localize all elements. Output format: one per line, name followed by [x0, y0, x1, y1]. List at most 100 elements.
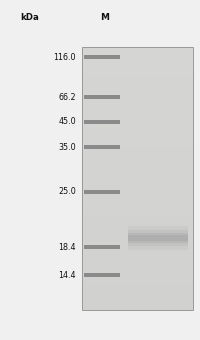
Bar: [82, 303, 193, 307]
Bar: [82, 113, 193, 116]
Bar: [84, 273, 120, 277]
Bar: [82, 123, 193, 126]
Bar: [82, 185, 193, 188]
Bar: [82, 208, 193, 211]
Bar: [82, 126, 193, 129]
Text: M: M: [101, 14, 110, 22]
Bar: [82, 119, 193, 123]
Bar: [82, 244, 193, 248]
Bar: [82, 90, 193, 93]
Text: 14.4: 14.4: [58, 271, 76, 279]
Bar: [82, 290, 193, 293]
Text: 45.0: 45.0: [58, 118, 76, 126]
Bar: [82, 136, 193, 139]
Bar: [82, 159, 193, 162]
Bar: [82, 188, 193, 192]
Bar: [82, 178, 193, 182]
Bar: [82, 211, 193, 215]
Bar: [82, 228, 193, 231]
Bar: [82, 280, 193, 284]
Bar: [128, 233, 188, 243]
Bar: [82, 198, 193, 202]
Bar: [82, 162, 193, 165]
Bar: [82, 284, 193, 287]
Bar: [82, 60, 193, 64]
Bar: [82, 149, 193, 152]
Bar: [128, 230, 188, 246]
Bar: [82, 67, 193, 70]
Bar: [82, 73, 193, 76]
Bar: [82, 47, 193, 310]
Bar: [82, 234, 193, 238]
Bar: [82, 241, 193, 244]
Bar: [82, 142, 193, 146]
Bar: [82, 300, 193, 303]
Text: 35.0: 35.0: [58, 142, 76, 152]
Bar: [82, 271, 193, 274]
Bar: [82, 80, 193, 83]
Bar: [82, 254, 193, 257]
Bar: [82, 231, 193, 234]
Bar: [82, 133, 193, 136]
Bar: [82, 116, 193, 119]
Text: kDa: kDa: [21, 14, 39, 22]
Bar: [82, 155, 193, 159]
Text: 116.0: 116.0: [54, 52, 76, 62]
Bar: [84, 120, 120, 124]
Bar: [82, 182, 193, 185]
Bar: [82, 267, 193, 271]
Bar: [82, 307, 193, 310]
Bar: [82, 106, 193, 109]
Bar: [82, 248, 193, 251]
Bar: [82, 146, 193, 149]
Bar: [82, 175, 193, 178]
Bar: [84, 95, 120, 99]
Text: 18.4: 18.4: [58, 242, 76, 252]
Bar: [82, 139, 193, 142]
Bar: [82, 172, 193, 175]
Bar: [82, 152, 193, 155]
Bar: [82, 54, 193, 57]
Bar: [82, 257, 193, 261]
Bar: [82, 103, 193, 106]
Bar: [84, 190, 120, 194]
Bar: [82, 169, 193, 172]
Bar: [82, 86, 193, 90]
Text: 66.2: 66.2: [58, 92, 76, 102]
Bar: [82, 238, 193, 241]
Bar: [82, 202, 193, 205]
Bar: [82, 192, 193, 195]
Bar: [82, 195, 193, 198]
Bar: [82, 297, 193, 300]
Bar: [84, 145, 120, 149]
Bar: [82, 50, 193, 54]
Bar: [82, 218, 193, 221]
Bar: [82, 83, 193, 86]
Bar: [82, 76, 193, 80]
Bar: [82, 129, 193, 133]
Bar: [82, 57, 193, 60]
Bar: [82, 277, 193, 280]
Bar: [82, 251, 193, 254]
Bar: [82, 96, 193, 100]
Bar: [82, 93, 193, 96]
Bar: [82, 70, 193, 73]
Bar: [82, 261, 193, 264]
Bar: [128, 226, 188, 250]
Bar: [82, 165, 193, 169]
Bar: [82, 64, 193, 67]
Bar: [82, 221, 193, 224]
Bar: [128, 235, 188, 241]
Bar: [82, 215, 193, 218]
Bar: [82, 109, 193, 113]
Bar: [84, 245, 120, 249]
Bar: [82, 274, 193, 277]
Bar: [82, 264, 193, 267]
Bar: [82, 205, 193, 208]
Bar: [82, 100, 193, 103]
Bar: [82, 293, 193, 297]
Bar: [84, 55, 120, 59]
Bar: [82, 224, 193, 228]
Bar: [82, 47, 193, 50]
Text: 25.0: 25.0: [58, 187, 76, 197]
